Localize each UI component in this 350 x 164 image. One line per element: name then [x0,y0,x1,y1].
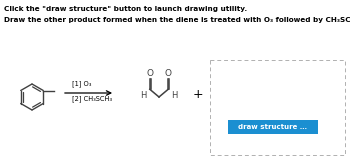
Text: O: O [165,69,172,78]
Text: Draw the other product formed when the diene is treated with O₃ followed by CH₃S: Draw the other product formed when the d… [4,17,350,23]
Text: draw structure …: draw structure … [238,124,308,130]
Text: [2] CH₃SCH₃: [2] CH₃SCH₃ [72,95,112,102]
Text: +: + [193,89,203,102]
Text: Click the "draw structure" button to launch drawing utility.: Click the "draw structure" button to lau… [4,6,247,12]
Text: O: O [146,69,153,78]
Bar [228,120,318,134]
Text: H: H [140,91,147,100]
Text: [1] O₃: [1] O₃ [72,80,91,87]
Bar [210,60,345,155]
Text: H: H [171,91,177,100]
